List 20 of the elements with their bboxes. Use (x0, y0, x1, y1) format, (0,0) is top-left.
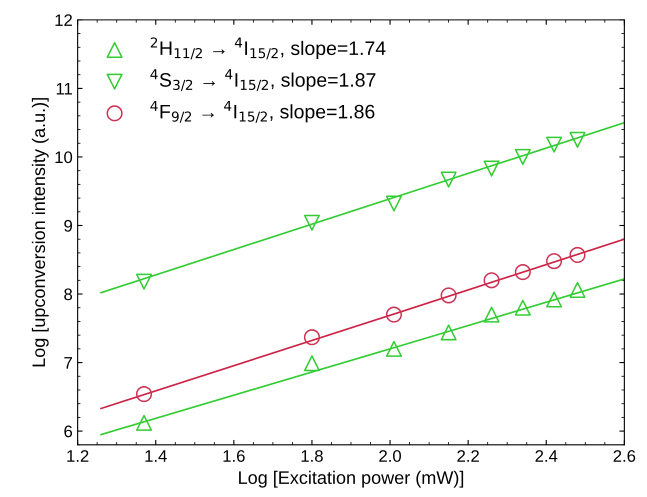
legend-label: $^{4}$S$_{3/2}$ → $^{4}$I$_{15/2}$, slope=1.87 (150, 69, 376, 92)
y-axis-title: Log [upconversion intensity (a.u.)] (32, 98, 49, 366)
x-tick-label: 1.2 (67, 450, 88, 462)
y-tick-label: 11 (56, 82, 72, 94)
legend-label: $^{4}$F$_{9/2}$ → $^{4}$I$_{15/2}$, slope=1.86 (150, 100, 374, 123)
x-tick-label: 2.4 (536, 450, 558, 462)
x-tick-label: 1.6 (224, 450, 245, 462)
x-tick-label: 2.2 (457, 450, 479, 462)
legend-label: $^{2}$H$_{11/2}$ → $^{4}$I$_{15/2}$, slope=1.74 (150, 37, 386, 60)
y-tick-label: 8 (64, 288, 72, 300)
y-tick-label: 6 (64, 426, 72, 438)
y-tick-label: 7 (64, 357, 72, 369)
x-axis-title: Log [Excitation power (mW)] (239, 470, 464, 488)
y-tick-label: 9 (64, 220, 72, 232)
x-tick-label: 1.4 (145, 450, 167, 462)
x-tick-label: 2.6 (614, 450, 636, 462)
y-tick-label: 10 (56, 151, 72, 164)
x-tick-label: 2.0 (379, 450, 401, 462)
x-tick-label: 1.8 (302, 450, 323, 462)
y-tick-label: 12 (56, 14, 72, 26)
